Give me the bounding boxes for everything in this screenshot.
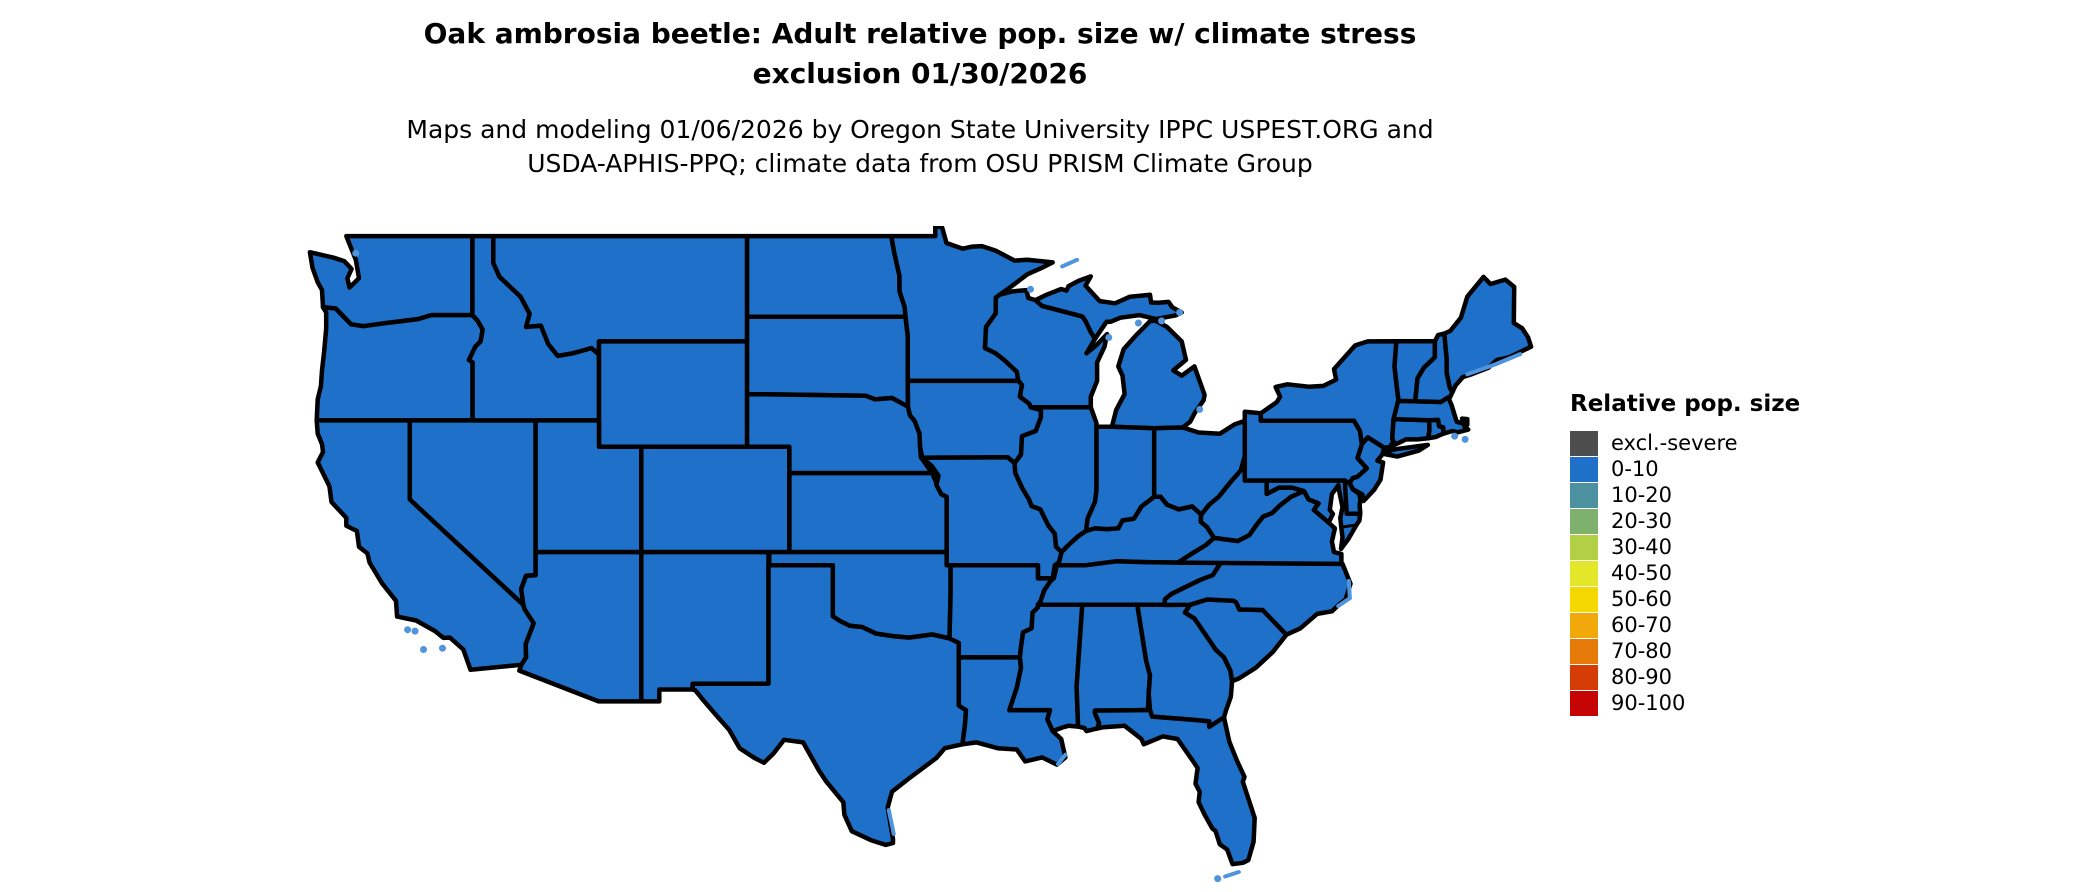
water-detail-island	[1176, 309, 1184, 316]
figure-title-line2: exclusion 01/30/2026	[752, 57, 1088, 90]
figure-subtitle: Maps and modeling 01/06/2026 by Oregon S…	[20, 113, 1820, 181]
legend-swatch	[1570, 456, 1598, 482]
legend-item-label: 50-60	[1611, 587, 1673, 611]
legend-title: Relative pop. size	[1570, 391, 1801, 417]
legend: Relative pop. size excl.-severe 0-10 10-20…	[1570, 391, 1800, 716]
water-detail-island	[439, 644, 446, 652]
legend-item-label: 90-100	[1611, 691, 1686, 715]
legend-item-label: 0-10	[1611, 457, 1659, 481]
legend-swatch	[1570, 690, 1598, 716]
legend-swatch	[1570, 534, 1598, 560]
water-detail-island	[1451, 432, 1459, 440]
legend-swatch	[1570, 638, 1598, 664]
state-az	[517, 549, 644, 704]
water-detail-island	[1027, 285, 1034, 293]
legend-item: 80-90	[1570, 664, 1800, 690]
water-detail	[886, 808, 896, 836]
legend-swatch	[1570, 664, 1598, 690]
legend-item-label: 70-80	[1611, 639, 1673, 663]
state-nc	[1162, 560, 1353, 637]
figure-title-line1: Oak ambrosia beetle: Adult relative pop.…	[423, 17, 1417, 50]
legend-item: 0-10	[1570, 456, 1800, 482]
water-detail	[1465, 352, 1523, 377]
legend-swatch	[1570, 482, 1598, 508]
state-nd	[744, 233, 908, 319]
legend-item-label: 20-30	[1611, 509, 1673, 533]
legend-item-label: 60-70	[1611, 613, 1673, 637]
figure-header: Oak ambrosia beetle: Adult relative pop.…	[20, 14, 1820, 181]
legend-swatch	[1570, 612, 1598, 638]
state-nm	[639, 549, 771, 704]
legend-item-label: 40-50	[1611, 561, 1673, 585]
legend-item: 50-60	[1570, 586, 1800, 612]
legend-swatch	[1570, 560, 1598, 586]
water-detail	[1336, 579, 1352, 608]
water-detail-island	[1134, 319, 1142, 327]
water-detail	[1223, 870, 1241, 879]
us-states-map	[307, 226, 1534, 883]
figure-subtitle-line2: USDA-APHIS-PPQ; climate data from OSU PR…	[527, 149, 1313, 178]
water-detail-island	[1158, 317, 1166, 325]
legend-item-label: 10-20	[1611, 483, 1673, 507]
state-ms	[1007, 602, 1085, 734]
legend-item: 90-100	[1570, 690, 1800, 716]
state-border-line	[1341, 523, 1357, 529]
legend-item: 10-20	[1570, 482, 1800, 508]
state-or	[314, 304, 485, 423]
legend-item: 40-50	[1570, 560, 1800, 586]
legend-items: excl.-severe 0-10 10-20 20-30 30-40 40-50 50-6…	[1570, 430, 1800, 716]
state-me	[1442, 274, 1534, 395]
water-detail-island	[1461, 435, 1469, 443]
figure-subtitle-line1: Maps and modeling 01/06/2026 by Oregon S…	[406, 115, 1434, 144]
state-co	[639, 444, 792, 555]
state-tx	[690, 562, 969, 848]
legend-item: 60-70	[1570, 612, 1800, 638]
legend-swatch	[1570, 430, 1598, 456]
water-detail-island	[1214, 875, 1222, 883]
state-ct	[1387, 416, 1432, 450]
state-ks	[787, 470, 949, 555]
state-fl	[1092, 707, 1257, 867]
legend-item: 70-80	[1570, 638, 1800, 664]
water-detail	[1056, 752, 1068, 766]
legend-swatch	[1570, 586, 1598, 612]
state-lp	[1109, 318, 1207, 431]
legend-item-label: 80-90	[1611, 665, 1673, 689]
water-detail-island	[1196, 405, 1204, 413]
water-detail	[1060, 257, 1079, 269]
state-li	[1381, 442, 1431, 459]
legend-item: excl.-severe	[1570, 430, 1800, 456]
legend-item: 20-30	[1570, 508, 1800, 534]
water-detail-island	[420, 646, 427, 653]
water-detail-island	[352, 249, 360, 257]
water-detail-island	[1105, 334, 1113, 341]
state-wy	[596, 339, 750, 450]
legend-item: 30-40	[1570, 534, 1800, 560]
legend-swatch	[1570, 508, 1598, 534]
water-detail-island	[411, 627, 419, 635]
state-up	[1033, 274, 1184, 342]
legend-item-label: 30-40	[1611, 535, 1673, 559]
water-detail-island	[404, 626, 412, 634]
legend-item-label: excl.-severe	[1611, 431, 1738, 455]
